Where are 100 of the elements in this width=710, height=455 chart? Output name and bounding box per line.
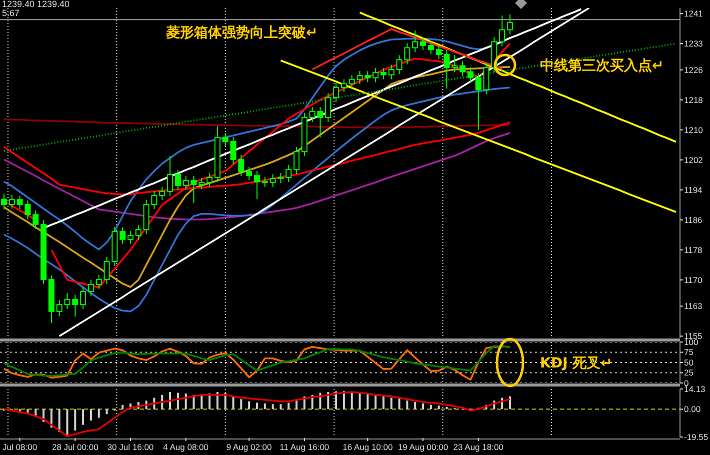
candlestick [506, 14, 513, 35]
bar [256, 402, 258, 410]
y-tick-label: 1194 [684, 184, 703, 195]
y-tick-label: 1163 [684, 301, 703, 312]
line-series [3, 391, 511, 437]
candlestick [246, 166, 252, 181]
bar [82, 409, 84, 425]
y-tick-label: -19.55 [684, 432, 708, 442]
bar [122, 404, 124, 410]
bar [288, 402, 290, 410]
candlestick [120, 226, 126, 244]
annotation: 菱形箱体强势向上突破↵ [165, 24, 318, 41]
bar [264, 403, 266, 410]
y-tick-label: 50 [684, 357, 694, 368]
candlestick [340, 78, 347, 92]
bar [374, 394, 377, 410]
y-tick-label: 0 [684, 378, 689, 388]
candlestick [8, 194, 15, 210]
y-tick-label: 1218 [684, 94, 704, 105]
y-tick-label: 25 [684, 368, 694, 378]
bar [358, 393, 361, 410]
candlestick [412, 30, 418, 53]
bar [438, 406, 440, 410]
candlestick [286, 164, 292, 182]
annotation: 1239.40 1239.40 [2, 0, 70, 9]
candlestick [167, 156, 174, 196]
candlestick [135, 224, 142, 241]
candlestick [460, 60, 466, 77]
bar [406, 400, 408, 410]
bar [280, 404, 282, 410]
x-tick-label: 4 Aug 08:00 [163, 442, 209, 452]
bar [58, 409, 60, 432]
bar [414, 402, 416, 410]
line-series [3, 42, 677, 152]
candlestick [96, 274, 102, 290]
y-tick-label: 1210 [684, 124, 704, 135]
bar [390, 398, 392, 410]
candlestick [174, 170, 181, 190]
bar [106, 409, 108, 414]
y-tick-label: 0.00 [684, 404, 701, 414]
candlestick [88, 279, 94, 296]
candlestick [198, 177, 205, 190]
candlestick [222, 132, 228, 146]
candlestick [325, 92, 332, 122]
annotation: 5.67 [2, 8, 20, 18]
line-series [280, 60, 677, 213]
x-tick-label: 30 Jul 16:00 [107, 442, 154, 452]
bar [248, 401, 250, 410]
candlestick [428, 40, 434, 55]
x-tick-label: Jul 08:00 [2, 442, 38, 452]
y-tick-label: 1202 [684, 154, 704, 165]
bar [366, 394, 369, 410]
bar [74, 409, 76, 431]
bar [398, 398, 400, 410]
candlestick [388, 64, 394, 80]
bar [66, 409, 68, 435]
candlestick [294, 146, 300, 175]
x-tick-label: 11 Aug 16:00 [280, 442, 330, 452]
y-tick-label: 1170 [684, 274, 703, 285]
bar [430, 404, 432, 410]
line-series [358, 12, 677, 143]
y-tick-label: 1178 [684, 244, 703, 255]
candlestick [159, 186, 166, 200]
candlestick [206, 172, 213, 188]
bar [342, 391, 345, 410]
x-tick-label: 16 Aug 10:00 [342, 442, 393, 452]
line-series [3, 132, 511, 220]
bar [98, 409, 100, 418]
x-tick-label: 19 Aug 00:00 [398, 442, 448, 452]
candlestick [452, 54, 458, 73]
candlestick [80, 286, 86, 310]
candlestick [333, 82, 340, 103]
x-tick-label: 9 Aug 02:00 [226, 442, 272, 452]
candlestick [348, 74, 355, 89]
bar [382, 396, 384, 410]
candlestick [262, 176, 268, 188]
candlestick [420, 36, 426, 50]
candlestick [1, 193, 7, 210]
candlestick [380, 68, 386, 80]
y-tick-label: 1186 [684, 214, 703, 225]
annotation: KDJ 死叉↵ [540, 355, 612, 372]
candlestick [72, 294, 78, 318]
candlestick [127, 230, 134, 244]
candlestick [499, 15, 506, 47]
bar [508, 396, 511, 410]
y-tick-label: 1226 [684, 64, 704, 75]
bar [90, 409, 92, 421]
x-tick-label: 28 Jul 00:00 [52, 442, 99, 452]
bar [240, 399, 242, 410]
candlestick [372, 68, 379, 83]
bar [272, 404, 274, 410]
y-tick-label: 75 [684, 347, 694, 358]
x-tick-label: 23 Aug 18:00 [453, 442, 504, 452]
y-tick-label: 1241 [684, 8, 704, 19]
bar [350, 392, 353, 410]
bar [422, 403, 424, 410]
annotation: 中线第三次买入点↵ [540, 58, 664, 74]
candlestick [32, 210, 39, 230]
y-tick-label: 1233 [684, 38, 704, 49]
candlestick [467, 66, 474, 83]
